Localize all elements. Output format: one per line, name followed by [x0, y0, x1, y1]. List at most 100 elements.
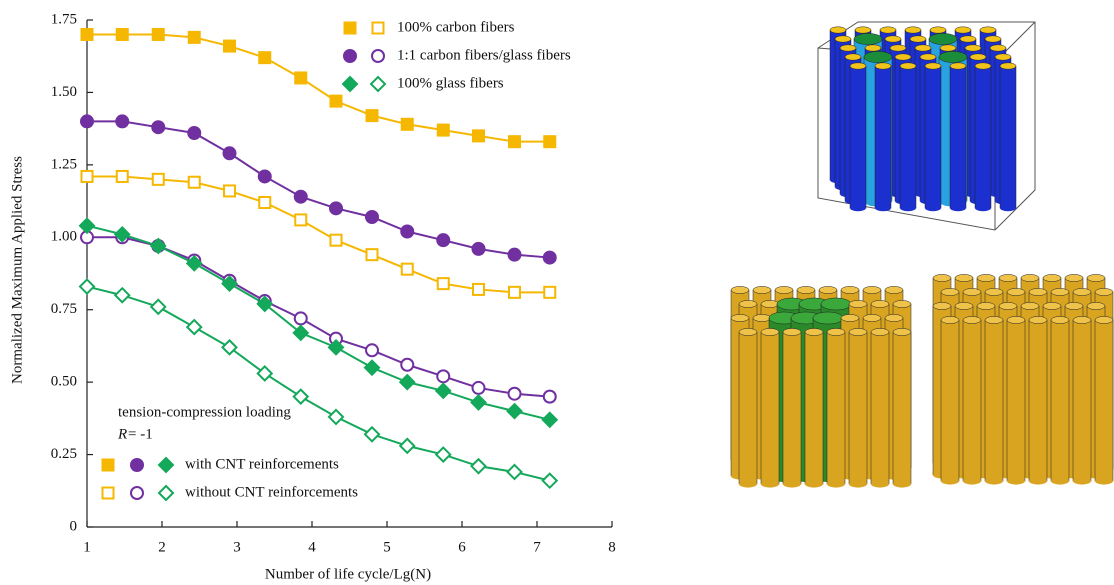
cylinder-top: [761, 328, 779, 335]
cylinder-top: [1073, 288, 1091, 295]
marker: [372, 50, 384, 62]
marker: [189, 32, 200, 43]
cylinder: [941, 320, 959, 481]
cylinder-top: [753, 314, 771, 321]
cylinder: [1007, 320, 1025, 481]
marker: [103, 460, 114, 471]
cylinder-top: [840, 45, 856, 51]
cylinder-top: [849, 300, 867, 307]
marker: [473, 284, 484, 295]
cylinder-top: [933, 302, 951, 309]
cylinder-top: [977, 302, 995, 309]
cylinder-top: [955, 27, 971, 33]
cylinder-top: [910, 36, 926, 42]
marker: [82, 29, 93, 40]
cylinder-base: [871, 480, 889, 487]
cylinder-top: [830, 27, 846, 33]
cylinder-top: [893, 300, 911, 307]
cylinder-top: [920, 54, 936, 60]
cylinder-top: [975, 63, 991, 69]
cylinder-top: [1087, 274, 1105, 281]
marker: [367, 249, 378, 260]
cylinder-top: [895, 54, 911, 60]
cylinder-top: [1065, 302, 1083, 309]
legend-label: 100% carbon fibers: [397, 19, 515, 35]
marker: [224, 147, 236, 159]
marker: [508, 465, 522, 479]
y-tick-label: 0.75: [51, 301, 77, 317]
marker: [366, 344, 378, 356]
cylinder: [985, 320, 1003, 481]
cylinder-top: [977, 274, 995, 281]
marker: [131, 487, 143, 499]
cylinder-top: [885, 314, 903, 321]
cylinder: [1051, 320, 1069, 481]
cylinder-top: [813, 312, 843, 324]
marker: [473, 243, 485, 255]
marker: [224, 185, 235, 196]
marker: [509, 249, 521, 261]
cylinder-base: [875, 205, 891, 211]
cylinder-base: [739, 480, 757, 487]
cylinder: [925, 66, 941, 208]
marker: [436, 384, 450, 398]
marker: [544, 391, 556, 403]
cylinder-top: [985, 288, 1003, 295]
cylinder-top: [990, 45, 1006, 51]
marker: [224, 41, 235, 52]
cylinder-base: [1029, 477, 1047, 484]
cylinder-top: [970, 54, 986, 60]
cylinder-top: [890, 45, 906, 51]
cylinder-top: [1043, 274, 1061, 281]
x-tick-label: 7: [533, 539, 541, 555]
marker: [438, 125, 449, 136]
cylinder-top: [940, 45, 956, 51]
cylinder-top: [1007, 316, 1025, 323]
marker: [509, 136, 520, 147]
cylinder: [900, 66, 916, 208]
cylinder-base: [1095, 477, 1113, 484]
cylinder-top: [871, 300, 889, 307]
marker: [544, 136, 555, 147]
cylinder-top: [835, 36, 851, 42]
x-axis-label: Number of life cycle/Lg(N): [265, 566, 431, 582]
marker: [330, 202, 342, 214]
marker: [543, 413, 557, 427]
marker: [473, 130, 484, 141]
cylinder-top: [1065, 274, 1083, 281]
cylinder-top: [805, 328, 823, 335]
marker: [80, 280, 94, 294]
cylinder-top: [845, 54, 861, 60]
marker: [509, 287, 520, 298]
cylinder-top: [1087, 302, 1105, 309]
cylinder-top: [939, 51, 967, 62]
marker: [437, 234, 449, 246]
cylinder-top: [855, 27, 871, 33]
marker: [402, 264, 413, 275]
marker: [187, 320, 201, 334]
cylinder-base: [1051, 477, 1069, 484]
y-tick-label: 1.75: [51, 11, 77, 27]
marker: [473, 382, 485, 394]
cylinder-top: [850, 63, 866, 69]
cylinder-base: [975, 205, 991, 211]
marker: [472, 395, 486, 409]
cylinder-top: [885, 286, 903, 293]
marker: [366, 211, 378, 223]
legend-label: with CNT reinforcements: [185, 456, 339, 472]
marker: [259, 52, 270, 63]
marker: [259, 197, 270, 208]
cylinder-top: [950, 63, 966, 69]
cylinder-top: [863, 286, 881, 293]
cylinder-base: [950, 205, 966, 211]
cylinder-top: [854, 33, 882, 44]
cylinder-base: [963, 477, 981, 484]
marker: [436, 448, 450, 462]
marker: [472, 459, 486, 473]
cylinder-base: [925, 205, 941, 211]
cylinder-top: [864, 51, 892, 62]
x-tick-label: 3: [233, 539, 241, 555]
figure: Normalized Maximum Applied Stress Number…: [0, 0, 1114, 585]
cylinder-top: [999, 302, 1017, 309]
marker: [131, 459, 143, 471]
